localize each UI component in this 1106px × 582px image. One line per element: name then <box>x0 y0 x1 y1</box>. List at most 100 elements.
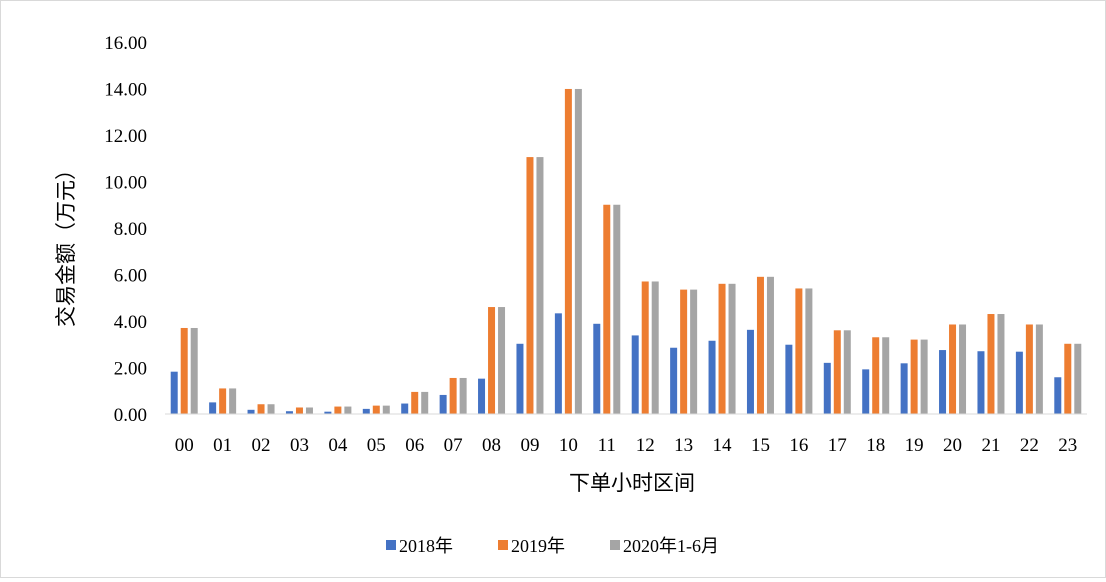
bar-16-series-2 <box>805 288 813 414</box>
bar-13-series-0 <box>670 347 678 414</box>
y-tick-label: 14.00 <box>104 80 147 101</box>
bar-19-series-2 <box>920 339 928 414</box>
x-tick-label: 16 <box>789 435 808 456</box>
bar-23-series-1 <box>1064 343 1072 414</box>
bar-10-series-0 <box>554 313 562 414</box>
bar-12-series-1 <box>641 281 649 414</box>
x-axis-title: 下单小时区间 <box>569 471 695 495</box>
x-tick-label: 18 <box>866 435 885 456</box>
bar-16-series-0 <box>785 344 793 414</box>
bar-19-series-0 <box>900 363 908 414</box>
x-tick-label: 15 <box>751 435 770 456</box>
bar-18-series-2 <box>882 337 890 414</box>
bar-15-series-2 <box>766 276 774 414</box>
bar-21-series-1 <box>987 314 995 414</box>
bar-08-series-0 <box>478 378 486 414</box>
x-tick-label: 06 <box>405 435 424 456</box>
x-tick-label: 01 <box>213 435 232 456</box>
bar-02-series-2 <box>267 404 275 414</box>
bar-20-series-1 <box>949 324 957 414</box>
bar-06-series-1 <box>411 391 419 414</box>
bar-22-series-1 <box>1025 324 1033 414</box>
y-tick-label: 10.00 <box>104 173 147 194</box>
bar-23-series-0 <box>1054 377 1062 414</box>
bar-07-series-0 <box>439 394 447 414</box>
y-tick-label: 2.00 <box>114 359 147 380</box>
bar-18-series-1 <box>872 337 880 414</box>
x-tick-label: 17 <box>828 435 847 456</box>
bar-22-series-0 <box>1015 351 1023 414</box>
legend-label-0: 2018年 <box>399 536 453 556</box>
legend-swatch-1 <box>498 540 508 550</box>
bar-23-series-2 <box>1074 343 1082 414</box>
bar-17-series-2 <box>843 330 851 414</box>
bar-00-series-0 <box>170 371 178 414</box>
x-tick-label: 07 <box>444 435 463 456</box>
bar-05-series-0 <box>362 408 370 414</box>
bar-04-series-2 <box>344 406 352 414</box>
y-tick-label: 6.00 <box>114 266 147 287</box>
bar-03-series-2 <box>305 407 313 414</box>
bar-18-series-0 <box>862 369 870 414</box>
bar-12-series-0 <box>631 335 639 414</box>
bar-12-series-2 <box>651 281 659 414</box>
bar-04-series-0 <box>324 411 332 414</box>
bar-11-series-1 <box>603 204 611 414</box>
x-tick-label: 00 <box>175 435 194 456</box>
bar-11-series-0 <box>593 323 601 414</box>
x-tick-label: 19 <box>905 435 924 456</box>
bar-10-series-2 <box>574 88 582 415</box>
bar-06-series-2 <box>421 391 429 414</box>
bar-17-series-0 <box>823 362 831 414</box>
x-tick-label: 08 <box>482 435 501 456</box>
x-tick-label: 02 <box>252 435 271 456</box>
bar-01-series-1 <box>219 388 227 414</box>
bar-10-series-1 <box>564 88 572 415</box>
bar-20-series-2 <box>959 324 967 414</box>
bar-04-series-1 <box>334 406 342 414</box>
y-axis-ticks: 0.00 2.00 4.00 6.00 8.00 10.00 12.00 14.00 16.00 <box>104 33 147 426</box>
bar-07-series-1 <box>449 377 457 414</box>
y-tick-label: 0.00 <box>114 405 147 426</box>
bar-08-series-2 <box>498 307 506 414</box>
bars <box>170 88 1082 415</box>
legend: 2018年 2019年 2020年1-6月 <box>386 536 719 556</box>
bar-05-series-1 <box>372 405 380 414</box>
bar-16-series-1 <box>795 288 803 414</box>
bar-07-series-2 <box>459 377 467 414</box>
x-tick-label: 22 <box>1020 435 1039 456</box>
bar-14-series-2 <box>728 283 736 414</box>
x-axis-ticks: 00 01 02 03 04 05 06 07 08 09 10 11 12 13 14 15 16 17 18 19… <box>175 435 1078 456</box>
x-tick-label: 09 <box>520 435 539 456</box>
bar-13-series-1 <box>680 289 688 414</box>
x-tick-label: 14 <box>713 435 733 456</box>
bar-21-series-0 <box>977 351 985 414</box>
x-tick-label: 03 <box>290 435 309 456</box>
bar-01-series-0 <box>209 402 217 415</box>
bar-00-series-1 <box>180 327 188 414</box>
bar-20-series-0 <box>939 350 947 414</box>
legend-label-2: 2020年1-6月 <box>623 536 719 556</box>
bar-09-series-0 <box>516 343 524 414</box>
bar-02-series-0 <box>247 409 255 414</box>
bar-22-series-2 <box>1035 324 1043 414</box>
bar-01-series-2 <box>229 388 237 414</box>
x-tick-label: 23 <box>1058 435 1077 456</box>
bar-19-series-1 <box>910 339 918 414</box>
x-tick-label: 12 <box>636 435 655 456</box>
bar-08-series-1 <box>488 307 496 414</box>
y-tick-label: 16.00 <box>104 33 147 54</box>
bar-02-series-1 <box>257 404 265 414</box>
legend-swatch-2 <box>610 540 620 550</box>
x-tick-label: 11 <box>598 435 616 456</box>
bar-03-series-1 <box>295 407 303 414</box>
bar-09-series-1 <box>526 157 534 414</box>
bar-11-series-2 <box>613 204 621 414</box>
bar-06-series-0 <box>401 403 409 414</box>
bar-13-series-2 <box>690 289 698 414</box>
bar-03-series-0 <box>285 411 293 414</box>
y-tick-label: 4.00 <box>114 312 147 333</box>
y-tick-label: 12.00 <box>104 126 147 147</box>
